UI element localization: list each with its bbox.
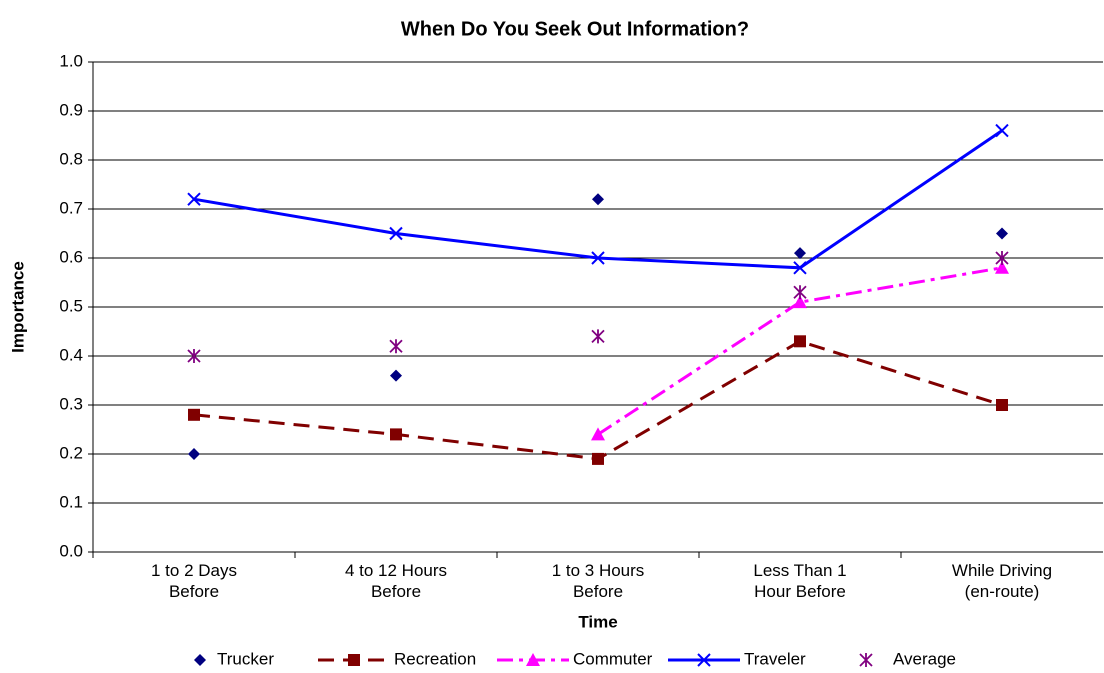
data-point [996, 399, 1008, 411]
data-point [187, 349, 201, 363]
x-tick-label: While Driving (en-route) [951, 561, 1053, 601]
legend-marker [859, 653, 873, 667]
x-tick-label: 1 to 3 Hours Before [551, 561, 645, 601]
data-point [591, 427, 605, 441]
x-tick-label: 1 to 2 Days Before [151, 561, 237, 601]
y-tick-label: 0.1 [59, 492, 83, 511]
data-point [794, 335, 806, 348]
y-tick-label: 0.3 [59, 394, 83, 413]
legend-label: Commuter [573, 649, 653, 668]
y-axis-title: Importance [8, 261, 27, 353]
data-point [995, 251, 1009, 265]
data-point [996, 227, 1008, 240]
y-tick-label: 0.0 [59, 541, 83, 560]
data-point [188, 448, 200, 460]
data-point [390, 428, 402, 441]
legend-marker [194, 654, 206, 666]
x-tick-label: Less Than 1 Hour Before [753, 561, 847, 601]
legend-label: Recreation [394, 649, 476, 668]
x-axis-title: Time [578, 612, 617, 631]
data-point [592, 452, 604, 465]
y-tick-label: 0.5 [59, 296, 83, 315]
y-tick-label: 0.7 [59, 198, 83, 217]
data-point [995, 260, 1009, 274]
data-point [389, 226, 403, 241]
data-point [794, 247, 806, 260]
data-point [591, 329, 605, 344]
data-point [793, 285, 807, 300]
y-tick-label: 0.9 [59, 100, 83, 119]
y-tick-label: 0.2 [59, 443, 83, 462]
data-point [592, 193, 604, 206]
y-tick-label: 1.0 [59, 51, 83, 70]
data-point [793, 295, 807, 309]
data-point [389, 339, 403, 354]
y-tick-label: 0.8 [59, 149, 83, 168]
y-tick-label: 0.4 [59, 345, 83, 364]
y-tick-label: 0.6 [59, 247, 83, 266]
series-line [193, 339, 1003, 461]
data-point [188, 408, 200, 421]
data-point [793, 261, 807, 275]
data-point [187, 192, 201, 206]
legend-marker [697, 653, 711, 667]
legend-label: Traveler [744, 649, 806, 668]
legend-marker [348, 654, 360, 666]
x-tick-label: 4 to 12 Hours Before [344, 561, 448, 601]
legend-label: Average [893, 649, 956, 668]
data-point [995, 123, 1009, 138]
chart-title: When Do You Seek Out Information? [401, 18, 749, 40]
legend-label: Trucker [217, 649, 274, 668]
data-point [591, 251, 605, 265]
data-point [390, 369, 402, 382]
legend-marker [526, 653, 540, 666]
